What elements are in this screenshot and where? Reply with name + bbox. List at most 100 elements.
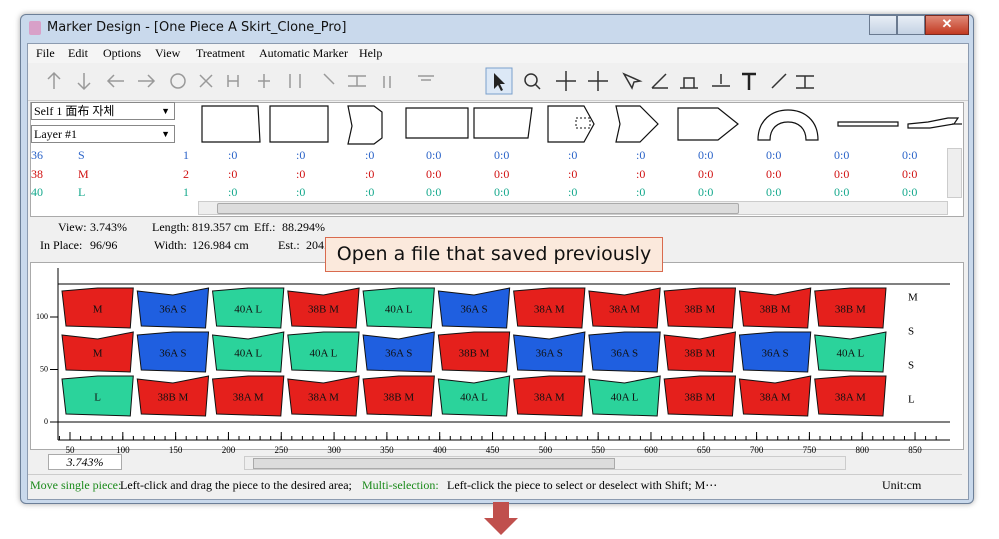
piece-label: 38B M xyxy=(157,392,188,404)
menu-item[interactable]: File xyxy=(36,46,55,60)
size-code: 36 xyxy=(31,148,43,162)
x-ruler-label: 600 xyxy=(644,445,658,455)
piece-label: M xyxy=(93,304,103,316)
size-cell: 0:0 xyxy=(698,185,714,199)
pattern-piece xyxy=(663,331,737,373)
pattern-piece xyxy=(287,375,360,417)
pattern-piece xyxy=(513,287,586,329)
pattern-piece xyxy=(61,375,134,417)
size-cell: 0:0 xyxy=(834,166,850,181)
size-cell: :0 xyxy=(296,148,306,162)
edge-label: L xyxy=(908,394,915,406)
window: Marker Design - [One Piece A Skirt_Clone… xyxy=(20,14,974,504)
edge-label: M xyxy=(908,292,918,304)
pattern-piece xyxy=(437,331,511,373)
piece-label: 40A L xyxy=(611,392,639,404)
piece-label: 36A S xyxy=(385,348,412,360)
info-eff-label: Eff.: xyxy=(254,220,276,234)
size-cell: 0:0 xyxy=(494,185,510,199)
window-title: Marker Design - [One Piece A Skirt_Clone… xyxy=(47,20,347,35)
x-ruler-label: 800 xyxy=(855,445,869,455)
piece-label: 36A S xyxy=(460,304,487,316)
x-ruler-label: 500 xyxy=(539,445,553,455)
status-unit: Unit:cm xyxy=(882,478,922,492)
pattern-piece xyxy=(136,287,210,329)
pattern-piece xyxy=(136,375,210,417)
size-cell: :0 xyxy=(296,166,306,181)
piece-label: 38B M xyxy=(835,304,866,316)
size-cell: 0:0 xyxy=(494,166,510,181)
menu-item[interactable]: View xyxy=(155,46,181,60)
size-cell: :0 xyxy=(636,166,646,181)
info-length-label: Length: xyxy=(152,220,190,234)
pattern-piece xyxy=(588,287,661,329)
pattern-piece xyxy=(663,287,736,329)
piece-label: 38A M xyxy=(835,392,866,404)
pattern-piece xyxy=(136,331,210,373)
size-cell: 0:0 xyxy=(426,148,442,162)
pattern-piece xyxy=(814,287,887,329)
close-button[interactable]: ✕ xyxy=(925,15,969,35)
x-ruler-label: 400 xyxy=(433,445,447,455)
piece-label: 40A L xyxy=(310,348,338,360)
menu-bar: File Edit Options View Treatment Automatic Ma… xyxy=(28,44,968,63)
piece-label: 38B M xyxy=(308,304,339,316)
size-cell: 0:0 xyxy=(902,148,918,162)
size-cell: :0 xyxy=(568,185,578,199)
pattern-piece xyxy=(362,287,435,329)
menu-item[interactable]: Automatic Marker xyxy=(259,46,348,60)
size-cell: 0:0 xyxy=(902,166,918,181)
menu-item[interactable]: Help xyxy=(359,46,383,60)
down-arrow xyxy=(484,502,518,535)
minimize-button[interactable] xyxy=(869,15,897,35)
info-est-label: Est.: xyxy=(278,238,300,252)
marker-h-scrollbar[interactable] xyxy=(244,456,846,470)
menu-item[interactable]: Options xyxy=(103,46,142,60)
size-cell: 0:0 xyxy=(494,148,510,162)
pattern-piece xyxy=(211,287,285,329)
info-in-place-label: In Place: xyxy=(40,238,83,252)
piece-label: 38A M xyxy=(233,392,264,404)
pattern-piece xyxy=(588,375,661,417)
piece-label: 40A L xyxy=(234,304,262,316)
maximize-button[interactable] xyxy=(897,15,925,35)
pattern-piece xyxy=(211,331,285,373)
fabric-select[interactable]: Self 1 面布 자체 ▼ xyxy=(31,102,175,120)
piece-label: M xyxy=(93,348,103,360)
pattern-piece xyxy=(513,331,586,373)
menu-item[interactable]: Edit xyxy=(68,46,88,60)
size-cell: :0 xyxy=(365,166,375,181)
x-ruler-label: 150 xyxy=(169,445,183,455)
zoom-box[interactable]: 3.743% xyxy=(48,454,122,470)
size-cell: 0:0 xyxy=(426,166,442,181)
pattern-piece xyxy=(814,331,887,373)
piece-label: 38B M xyxy=(459,348,490,360)
status-hint1: Left-click and drag the piece to the des… xyxy=(120,478,352,492)
menu-item[interactable]: Treatment xyxy=(196,46,245,60)
size-cell: :0 xyxy=(365,148,375,162)
piece-label: 38A M xyxy=(609,304,640,316)
h-scrollbar[interactable] xyxy=(198,201,948,215)
size-cell: :0 xyxy=(365,185,375,199)
pattern-piece xyxy=(362,331,435,373)
status-hint1-name: Move single piece: xyxy=(30,478,122,492)
fabric-text: Self 1 面布 자체 xyxy=(34,104,115,118)
pattern-piece xyxy=(211,375,285,417)
layer-text: Layer #1 xyxy=(34,127,77,141)
layer-select[interactable]: Layer #1 ▼ xyxy=(31,125,175,143)
piece-label: 38B M xyxy=(684,304,715,316)
size-quantity: 1 xyxy=(183,185,189,199)
piece-label: 36A S xyxy=(159,304,186,316)
edge-label: S xyxy=(908,326,914,338)
x-ruler-label: 750 xyxy=(803,445,817,455)
pattern-piece xyxy=(287,287,360,329)
size-quantity: 1 xyxy=(183,148,189,162)
size-code: 38 xyxy=(31,166,43,181)
size-cell: 0:0 xyxy=(766,148,782,162)
v-scrollbar[interactable] xyxy=(947,148,962,198)
info-length: 819.357 cm xyxy=(192,220,249,234)
size-name: M xyxy=(78,166,89,181)
piece-label: 36A S xyxy=(611,348,638,360)
x-ruler-label: 50 xyxy=(66,445,76,455)
pattern-piece xyxy=(814,375,887,417)
